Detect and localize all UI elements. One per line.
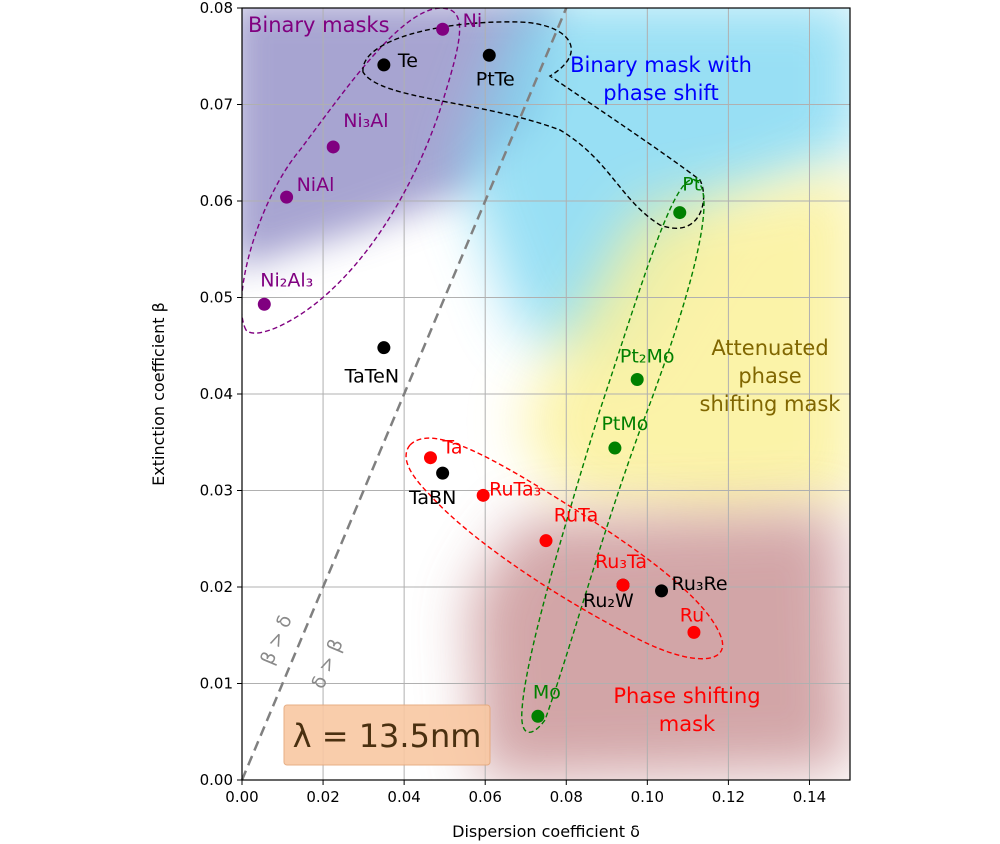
region-binary-phase-shade — [460, 8, 850, 370]
x-tick-label: 0.04 — [387, 788, 420, 806]
region-phase-shift-shade — [470, 510, 850, 780]
point-ruta — [539, 534, 553, 548]
x-tick-label: 0.00 — [225, 788, 258, 806]
point-label-nial: Ni₂Al₃ — [260, 269, 313, 291]
point-label-rure: Ru₃Re — [672, 573, 728, 595]
region-label-binary-phase-line1: Binary mask with — [570, 53, 752, 77]
region-label-attenuated-line2: phase — [738, 364, 801, 388]
binary-phase-ellipse — [362, 21, 705, 229]
wavelength-annotation: λ = 13.5nm — [293, 717, 482, 755]
y-tick-label: 0.07 — [200, 96, 233, 114]
x-tick-label: 0.02 — [306, 788, 339, 806]
x-axis-label: Dispersion coefficient δ — [452, 822, 640, 841]
point-ru — [687, 625, 701, 639]
x-tick-label: 0.08 — [550, 788, 583, 806]
red-ellipse — [405, 437, 724, 660]
data-points — [257, 22, 701, 723]
region-label-phase-shift-line2: mask — [659, 712, 716, 736]
point-nial — [280, 190, 294, 204]
point-label-ni: Ni — [463, 10, 483, 32]
y-tick-label: 0.04 — [200, 385, 233, 403]
point-ni — [436, 22, 450, 36]
green-ellipse — [521, 178, 705, 733]
point-label-ta: Ta — [441, 437, 462, 459]
point-ta — [423, 451, 437, 465]
point-label-te: Te — [397, 50, 418, 72]
plot-frame — [241, 7, 851, 781]
point-labels: Ni Ni₃Al NiAl Ni₂Al₃ Te PtTe TaTeN TaBN Ru₃Re Ru₂… — [260, 10, 727, 703]
axis-ticks: 0.00 0.02 0.04 0.06 0.08 0.10 0.12 0.14 0.00 0.01… — [200, 0, 827, 806]
wavelength-box — [283, 704, 491, 766]
y-tick-label: 0.02 — [200, 578, 233, 596]
point-label-nial: NiAl — [297, 174, 335, 196]
y-tick-label: 0.08 — [200, 0, 233, 17]
y-tick-label: 0.06 — [200, 192, 233, 210]
region-shading — [242, 8, 850, 780]
point-tabn — [436, 466, 450, 480]
point-label-pt: Pt — [682, 174, 701, 196]
region-label-attenuated-line3: shifting mask — [700, 392, 842, 416]
point-label-ruta: Ru₃Ta — [595, 551, 647, 573]
point-label-taten: TaTeN — [344, 366, 399, 388]
point-pt — [673, 206, 687, 220]
point-mo — [531, 709, 545, 723]
point-label-tabn: TaBN — [408, 487, 456, 509]
y-tick-label: 0.00 — [200, 771, 233, 789]
point-label-ruw: Ru₂W — [583, 590, 634, 612]
point-ptte — [482, 48, 496, 62]
point-label-ptte: PtTe — [476, 68, 515, 90]
region-attenuated-shade — [520, 171, 850, 520]
x-tick-label: 0.14 — [793, 788, 826, 806]
divider-line — [240, 7, 568, 781]
point-taten — [377, 341, 391, 355]
binary-masks-ellipse — [242, 8, 461, 334]
point-label-ptmo: PtMo — [601, 413, 648, 435]
point-label-ruta: RuTa₃ — [489, 478, 541, 500]
point-label-ptmo: Pt₂Mo — [620, 346, 675, 368]
y-tick-label: 0.03 — [200, 482, 233, 500]
point-label-ru: Ru — [680, 604, 704, 626]
point-label-ruta: RuTa — [554, 505, 599, 527]
point-ruta — [616, 578, 630, 592]
y-tick-label: 0.01 — [200, 675, 233, 693]
region-label-binary-phase-line2: phase shift — [603, 81, 718, 105]
region-outlines — [242, 8, 724, 733]
point-nial — [326, 140, 340, 154]
region-binary-masks-shade — [242, 8, 559, 267]
point-rure — [655, 584, 669, 598]
point-nial — [257, 297, 271, 311]
region-label-attenuated-line1: Attenuated — [711, 336, 828, 360]
point-ptmo — [608, 441, 622, 455]
point-label-nial: Ni₃Al — [343, 110, 388, 132]
x-tick-label: 0.12 — [712, 788, 745, 806]
region-label-phase-shift-line1: Phase shifting — [613, 684, 760, 708]
point-te — [377, 58, 391, 72]
region-label-binary-masks: Binary masks — [248, 13, 390, 37]
y-axis-label: Extinction coefficient β — [149, 302, 168, 486]
point-label-mo: Mo — [533, 681, 561, 703]
x-tick-label: 0.06 — [468, 788, 501, 806]
y-tick-label: 0.05 — [200, 289, 233, 307]
x-tick-label: 0.10 — [631, 788, 664, 806]
point-ptmo — [630, 373, 644, 387]
point-ruta — [476, 488, 490, 502]
